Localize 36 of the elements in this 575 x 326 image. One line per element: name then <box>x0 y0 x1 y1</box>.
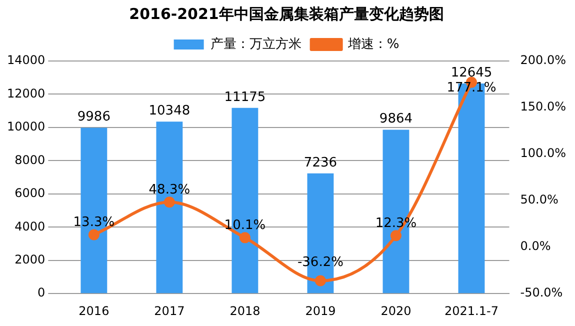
data-label: -36.2% <box>297 255 344 270</box>
y-tick-label: 8000 <box>14 152 46 167</box>
y-tick-label: 12000 <box>6 86 46 100</box>
y-tick-label: 4000 <box>14 219 46 234</box>
x-tick-label: 2018 <box>230 304 260 318</box>
y2-tick-label: 200.0% <box>520 53 566 68</box>
y2-tick-label: 150.0% <box>520 100 566 114</box>
y-tick-label: 0 <box>38 286 46 300</box>
y-tick-label: 6000 <box>14 186 46 200</box>
point <box>88 229 100 240</box>
data-label: 11175 <box>224 90 266 105</box>
y2-tick-label: -50.0% <box>520 286 563 300</box>
y-tick-label: 2000 <box>14 252 46 266</box>
x-tick-label: 2021.1-7 <box>444 304 498 318</box>
y2-tick-label: 0.0% <box>520 239 551 254</box>
data-label: 9986 <box>77 110 110 125</box>
x-tick-label: 2019 <box>305 304 336 318</box>
data-label: 7236 <box>304 155 338 170</box>
point <box>239 232 250 244</box>
point <box>164 196 175 208</box>
x-tick-label: 2016 <box>78 304 110 318</box>
x-tick-label: 2017 <box>154 304 185 318</box>
y-tick-label: 10000 <box>6 120 46 134</box>
y-tick-label: 14000 <box>6 53 46 68</box>
data-label: 177.1% <box>446 80 496 96</box>
x-tick-label: 2020 <box>380 304 412 318</box>
data-label: 12645 <box>450 65 492 80</box>
y2-tick-label: 100.0% <box>520 146 566 160</box>
chart-title: 2016-2021年中国金属集装箱产量变化趋势图 <box>129 4 444 23</box>
data-label: 9864 <box>379 112 413 127</box>
legend-label: 产量：万立方米 <box>210 36 302 52</box>
y2-tick-label: 50.0% <box>520 192 558 207</box>
point <box>390 230 402 242</box>
legend-label: 增速：% <box>346 36 400 52</box>
point <box>314 275 326 286</box>
data-label: 10348 <box>148 104 190 119</box>
